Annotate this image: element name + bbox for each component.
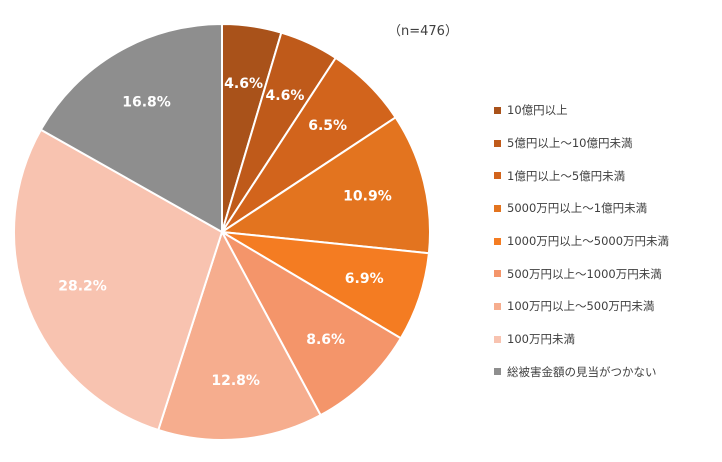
legend-label: 1000万円以上～5000万円未満 (507, 234, 670, 249)
legend-label: 100万円未満 (507, 332, 575, 347)
legend-label: 1億円以上～5億円未満 (507, 168, 626, 183)
slice-data-label: 6.5% (308, 118, 347, 134)
legend-swatch (494, 270, 501, 278)
legend-item: 総被害金額の見当がつかない (494, 356, 669, 389)
legend-label: 5000万円以上～1億円未満 (507, 201, 648, 216)
legend-item: 10億円以上 (494, 94, 669, 127)
legend-swatch (494, 204, 501, 212)
legend-label: 100万円以上～500万円未満 (507, 299, 655, 314)
legend-item: 100万円未満 (494, 323, 669, 356)
legend-item: 1000万円以上～5000万円未満 (494, 225, 669, 258)
legend-swatch (494, 139, 501, 147)
legend-item: 500万円以上～1000万円未満 (494, 257, 669, 290)
legend-label: 10億円以上 (507, 103, 568, 118)
legend-item: 5億円以上～10億円未満 (494, 127, 669, 160)
slice-data-label: 6.9% (345, 271, 384, 287)
pie-slice (219, 229, 403, 417)
legend-swatch (494, 172, 501, 180)
legend-swatch (494, 106, 501, 114)
sample-size-note: （n=476） (388, 24, 458, 39)
legend-item: 1億円以上～5億円未満 (494, 159, 669, 192)
pie-slice (13, 128, 224, 432)
slice-data-label: 28.2% (58, 279, 107, 295)
legend-label: 5億円以上～10億円未満 (507, 136, 633, 151)
legend-swatch (494, 335, 501, 343)
legend-item: 5000万円以上～1億円未満 (494, 192, 669, 225)
legend-swatch (494, 237, 501, 245)
legend-swatch (494, 302, 501, 310)
slice-data-label: 8.6% (306, 332, 345, 348)
slice-data-label: 4.6% (224, 76, 263, 92)
slice-data-label: 4.6% (266, 88, 305, 104)
slice-data-label: 10.9% (343, 188, 392, 204)
legend-label: 500万円以上～1000万円未満 (507, 266, 662, 281)
slice-data-label: 16.8% (122, 95, 171, 111)
pie-slice (219, 116, 431, 255)
legend-label: 総被害金額の見当がつかない (507, 364, 657, 379)
pie-slice (157, 229, 322, 441)
legend-item: 100万円以上～500万円未満 (494, 290, 669, 323)
pie-slice (39, 22, 223, 234)
legend: 10億円以上 5億円以上～10億円未満 1億円以上～5億円未満 5000万円以上～1億… (494, 94, 669, 388)
slice-data-label: 12.8% (211, 373, 260, 389)
legend-swatch (494, 368, 501, 376)
